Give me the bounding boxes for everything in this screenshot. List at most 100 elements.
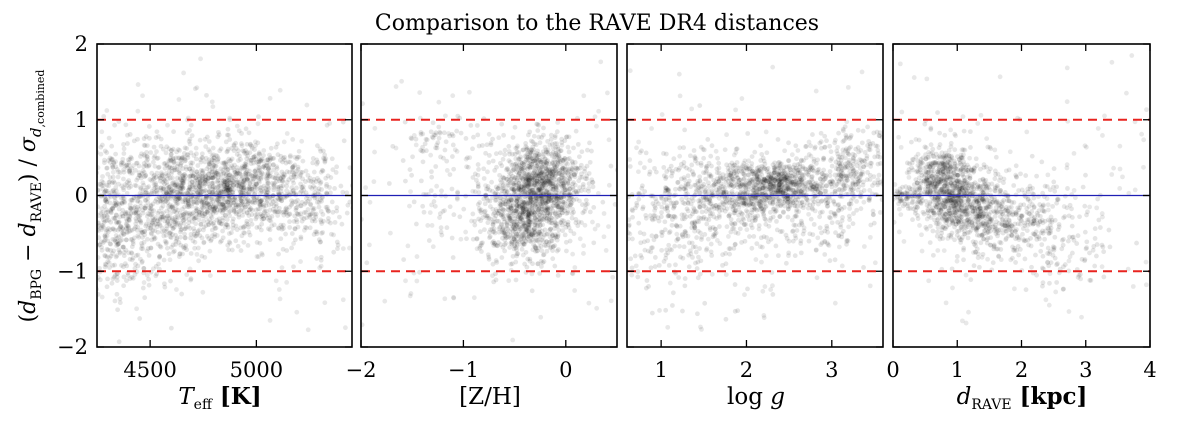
data-point <box>217 190 223 196</box>
data-point <box>114 235 120 241</box>
data-point <box>149 237 155 243</box>
data-point <box>522 261 528 267</box>
data-point <box>514 145 520 151</box>
data-point <box>150 201 156 207</box>
data-point <box>194 231 200 237</box>
data-point <box>252 190 258 196</box>
data-point <box>367 181 372 186</box>
data-point <box>170 225 176 231</box>
data-point <box>138 218 143 223</box>
data-point <box>121 283 127 289</box>
data-point <box>267 157 273 163</box>
data-point <box>139 241 144 246</box>
data-point <box>163 171 169 176</box>
data-point <box>509 209 515 215</box>
data-point <box>594 123 599 129</box>
data-point <box>345 202 351 208</box>
data-point <box>548 215 554 221</box>
data-point <box>201 202 207 208</box>
data-point <box>180 199 186 205</box>
data-point <box>123 247 129 253</box>
data-point <box>75 251 80 256</box>
data-point <box>407 167 413 173</box>
data-point <box>543 239 549 245</box>
data-point <box>236 158 241 163</box>
data-point <box>92 172 97 177</box>
data-point <box>248 141 253 147</box>
data-point <box>244 141 250 147</box>
data-point <box>85 236 90 241</box>
data-point <box>529 178 535 183</box>
data-point <box>121 244 126 250</box>
data-point <box>215 134 221 140</box>
data-point <box>231 182 236 188</box>
data-point <box>150 215 155 221</box>
data-point <box>80 238 85 243</box>
data-point <box>149 170 155 176</box>
data-point <box>582 176 588 182</box>
data-point <box>263 203 269 209</box>
data-point <box>485 197 491 203</box>
data-point <box>167 211 173 217</box>
data-point <box>253 153 259 159</box>
data-point <box>650 245 655 251</box>
data-point <box>512 175 517 181</box>
data-point <box>121 253 127 259</box>
data-point <box>149 188 155 194</box>
data-point <box>187 210 192 216</box>
data-point <box>209 237 214 242</box>
data-point <box>539 178 545 184</box>
data-point <box>501 181 506 186</box>
data-point <box>490 158 496 164</box>
data-point <box>169 186 174 192</box>
data-point <box>236 183 242 189</box>
data-point <box>657 308 662 313</box>
data-point <box>261 202 267 208</box>
data-point <box>119 228 124 234</box>
data-point <box>589 148 594 154</box>
data-point <box>102 148 108 154</box>
data-point <box>710 234 716 240</box>
data-point <box>210 164 215 170</box>
data-point <box>104 227 110 233</box>
data-point <box>211 158 217 164</box>
data-point <box>554 203 559 209</box>
data-point <box>532 175 538 181</box>
data-point <box>129 237 135 243</box>
data-point <box>230 179 236 184</box>
data-point <box>515 202 520 208</box>
data-point <box>134 177 140 183</box>
data-point <box>196 217 202 223</box>
panel-frame <box>96 43 353 348</box>
data-point <box>549 220 555 226</box>
data-point <box>182 145 188 151</box>
data-point <box>153 185 158 190</box>
data-point <box>178 187 183 192</box>
data-point <box>120 195 126 201</box>
data-point <box>313 214 319 220</box>
data-point <box>455 189 461 195</box>
data-point <box>523 209 528 215</box>
data-point <box>555 273 561 278</box>
data-point <box>520 206 526 212</box>
data-point <box>189 179 195 185</box>
data-point <box>586 171 592 176</box>
data-point <box>651 212 657 218</box>
data-point <box>509 186 514 192</box>
data-point <box>192 86 198 92</box>
data-point <box>138 256 143 262</box>
data-point <box>540 216 545 222</box>
data-point <box>431 199 437 204</box>
data-point <box>116 339 122 345</box>
data-point <box>361 101 366 107</box>
data-point <box>254 173 259 179</box>
data-point <box>203 181 208 187</box>
data-point <box>275 152 281 158</box>
data-point <box>136 172 142 178</box>
data-point <box>159 173 165 179</box>
data-point <box>219 221 225 227</box>
data-point <box>177 222 183 228</box>
data-point <box>536 134 542 140</box>
data-point <box>428 188 434 194</box>
data-point <box>702 232 708 237</box>
